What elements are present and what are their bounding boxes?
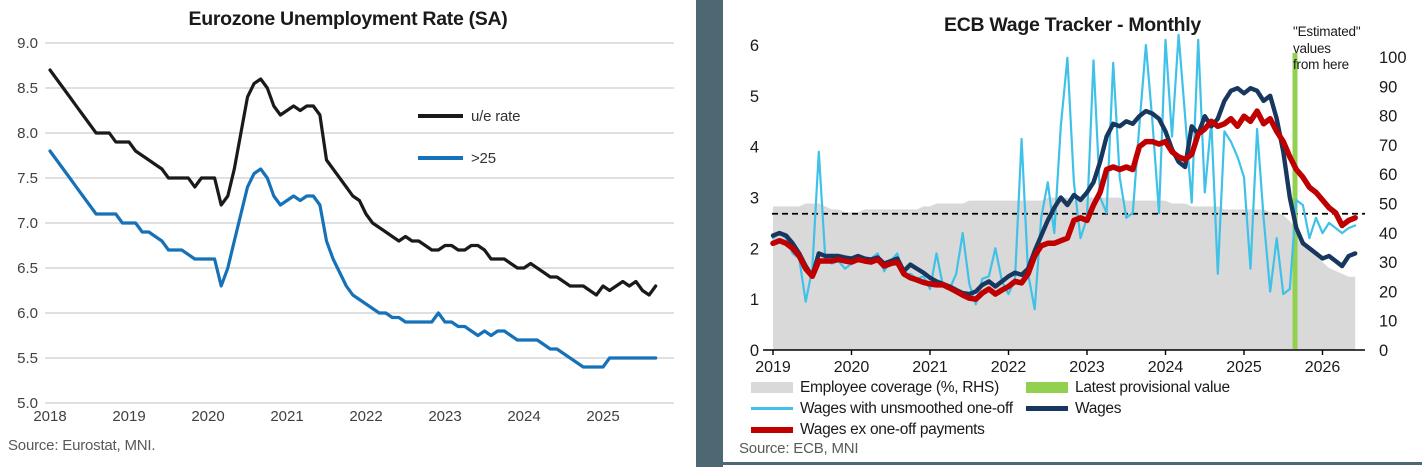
legend-label-ex-one-off: Wages ex one-off payments [800, 420, 985, 438]
legend-item-ex-one-off: Wages ex one-off payments [751, 420, 985, 439]
svg-text:2018: 2018 [33, 408, 66, 425]
svg-text:8.5: 8.5 [17, 80, 38, 97]
legend-item-wages: Wages [1026, 399, 1121, 418]
svg-text:6.0: 6.0 [17, 305, 38, 322]
right-chart-title: ECB Wage Tracker - Monthly [944, 14, 1201, 36]
svg-text:4: 4 [750, 139, 759, 157]
ex-one-off-line-swatch [751, 426, 793, 433]
left-source-text: Source: Eurostat, MNI. [8, 437, 156, 454]
legend-item-coverage: Employee coverage (%, RHS) [751, 378, 999, 397]
wages-line-swatch [1026, 406, 1068, 411]
svg-text:2022: 2022 [991, 359, 1027, 376]
svg-text:60: 60 [1379, 166, 1397, 184]
svg-text:30: 30 [1379, 254, 1397, 272]
svg-text:40: 40 [1379, 225, 1397, 243]
svg-text:3: 3 [750, 190, 759, 208]
svg-text:5.0: 5.0 [17, 395, 38, 412]
coverage-area-swatch [751, 382, 793, 393]
right-chart-panel: ECB Wage Tracker - Monthly 2019 2020 2021 2… [723, 0, 1422, 467]
svg-text:2021: 2021 [912, 359, 948, 376]
svg-text:0: 0 [750, 342, 759, 360]
svg-text:8.0: 8.0 [17, 125, 38, 142]
legend-item-unsmoothed: Wages with unsmoothed one-off [751, 399, 1013, 418]
legend-item-over25: >25 [418, 148, 496, 168]
svg-text:20: 20 [1379, 283, 1397, 301]
svg-text:2025: 2025 [586, 408, 619, 425]
legend-label-wages: Wages [1075, 399, 1122, 417]
legend-item-ue-rate: u/e rate [418, 106, 520, 126]
legend-item-latest-provisional: Latest provisional value [1026, 378, 1230, 397]
svg-text:2024: 2024 [1148, 359, 1184, 376]
unsmoothed-line-swatch [751, 407, 793, 410]
legend-label-latest-provisional: Latest provisional value [1075, 378, 1230, 396]
svg-text:2021: 2021 [270, 408, 303, 425]
svg-text:2025: 2025 [1226, 359, 1262, 376]
svg-text:2023: 2023 [1069, 359, 1105, 376]
right-source-text: Source: ECB, MNI [739, 440, 859, 457]
ue-rate-line-swatch [418, 114, 463, 118]
svg-text:9.0: 9.0 [17, 35, 38, 52]
right-panel-bottom-border [723, 462, 1422, 465]
svg-text:7.0: 7.0 [17, 215, 38, 232]
legend-label-over25: >25 [471, 149, 496, 167]
svg-text:2024: 2024 [507, 408, 540, 425]
svg-text:80: 80 [1379, 108, 1397, 126]
svg-text:2022: 2022 [349, 408, 382, 425]
left-chart-title: Eurozone Unemployment Rate (SA) [188, 8, 508, 30]
svg-text:2019: 2019 [755, 359, 791, 376]
svg-text:2020: 2020 [834, 359, 870, 376]
panel-divider [696, 0, 723, 467]
svg-text:50: 50 [1379, 196, 1397, 214]
svg-text:10: 10 [1379, 313, 1397, 331]
svg-text:5: 5 [750, 88, 759, 106]
latest-provisional-swatch [1026, 382, 1068, 393]
svg-text:70: 70 [1379, 137, 1397, 155]
svg-text:7.5: 7.5 [17, 170, 38, 187]
legend-label-unsmoothed: Wages with unsmoothed one-off [800, 399, 1013, 417]
svg-text:6: 6 [750, 37, 759, 55]
svg-text:2023: 2023 [428, 408, 461, 425]
svg-text:2: 2 [750, 240, 759, 258]
svg-text:6.5: 6.5 [17, 260, 38, 277]
svg-text:0: 0 [1379, 342, 1388, 360]
svg-text:2026: 2026 [1305, 359, 1341, 376]
legend-label-coverage: Employee coverage (%, RHS) [800, 378, 999, 396]
over25-line-swatch [418, 156, 463, 160]
svg-text:1: 1 [750, 291, 759, 309]
legend-label-ue-rate: u/e rate [471, 107, 521, 125]
svg-text:2019: 2019 [112, 408, 145, 425]
svg-text:100: 100 [1379, 49, 1407, 67]
right-chart-svg: 2019 2020 2021 2022 2023 2024 2025 202665432101… [750, 33, 1407, 376]
estimated-values-annotation: "Estimated" values from here [1293, 24, 1361, 72]
left-chart-panel: Eurozone Unemployment Rate (SA) 9.0 8.5 8.… [0, 0, 696, 467]
svg-text:2020: 2020 [191, 408, 224, 425]
svg-text:90: 90 [1379, 78, 1397, 96]
svg-text:5.5: 5.5 [17, 350, 38, 367]
